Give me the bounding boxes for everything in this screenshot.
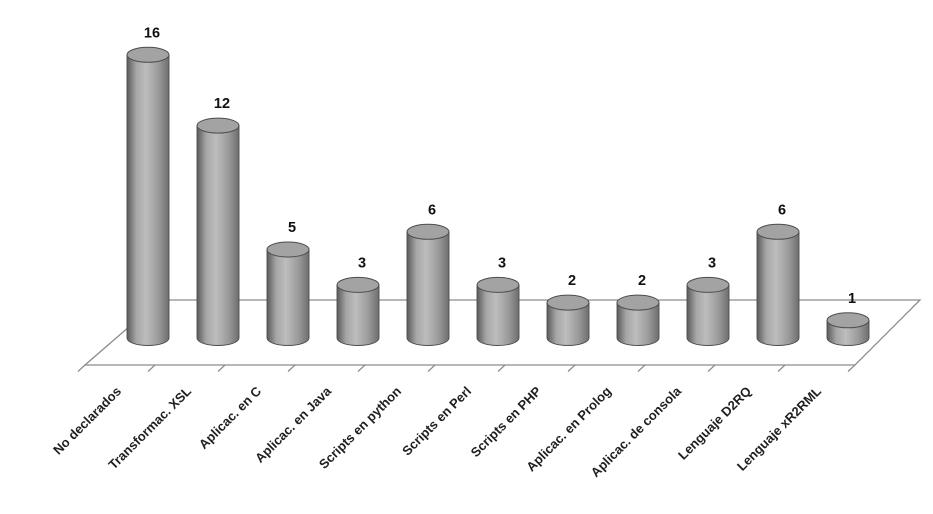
bar-cylinder-top [756, 223, 800, 240]
value-label: 6 [428, 202, 436, 218]
tick-mark [357, 364, 366, 372]
value-label: 12 [214, 96, 230, 112]
tick-mark [497, 364, 506, 372]
tick-mark [287, 364, 296, 372]
category-label: Scripts en PHP [468, 383, 545, 460]
bar-cylinder-body [476, 284, 520, 346]
bar-cylinder-body [406, 231, 450, 346]
bar-cylinder-top [826, 312, 870, 329]
tick-mark [707, 364, 716, 372]
bar-cylinder-top [266, 241, 310, 258]
bar-cylinder-top [616, 294, 660, 311]
bar-cylinder-body [266, 249, 310, 346]
value-label: 3 [498, 255, 506, 271]
bar-cylinder-top [336, 276, 380, 293]
bar-cylinder-body [756, 231, 800, 346]
bar-cylinder-top [196, 117, 240, 134]
value-label: 3 [358, 255, 366, 271]
category-label: Scripts en Perl [399, 384, 474, 459]
category-label: Aplicac. en C [196, 383, 265, 452]
tick-mark [427, 364, 436, 372]
tick-mark [847, 364, 856, 372]
value-label: 3 [708, 255, 716, 271]
category-label: Aplicac. en Java [252, 383, 335, 466]
bar-cylinder-top [126, 46, 170, 63]
bar-cylinder-body [546, 302, 590, 346]
bar-cylinder-top [546, 294, 590, 311]
tick-mark [147, 364, 156, 372]
bar-cylinder-top [406, 223, 450, 240]
tick-mark [567, 364, 576, 372]
bar-cylinder-body [336, 284, 380, 346]
bar-cylinder-body [686, 284, 730, 346]
bar-cylinder-body [616, 302, 660, 346]
category-label: No declarados [50, 384, 124, 458]
bar-cylinder-body [126, 54, 170, 346]
value-label: 2 [568, 273, 576, 289]
bar-cylinder-body [196, 125, 240, 346]
value-label: 5 [288, 220, 296, 236]
value-label: 6 [778, 202, 786, 218]
value-label: 16 [144, 25, 160, 41]
bar-cylinder-top [476, 276, 520, 293]
tick-mark [777, 364, 786, 372]
bar-cylinder-top [686, 276, 730, 293]
tick-mark [217, 364, 226, 372]
tick-mark [77, 364, 86, 372]
value-label: 1 [848, 291, 856, 307]
tick-mark [637, 364, 646, 372]
value-label: 2 [638, 273, 646, 289]
category-label: Lenguaje D2RQ [675, 384, 754, 463]
